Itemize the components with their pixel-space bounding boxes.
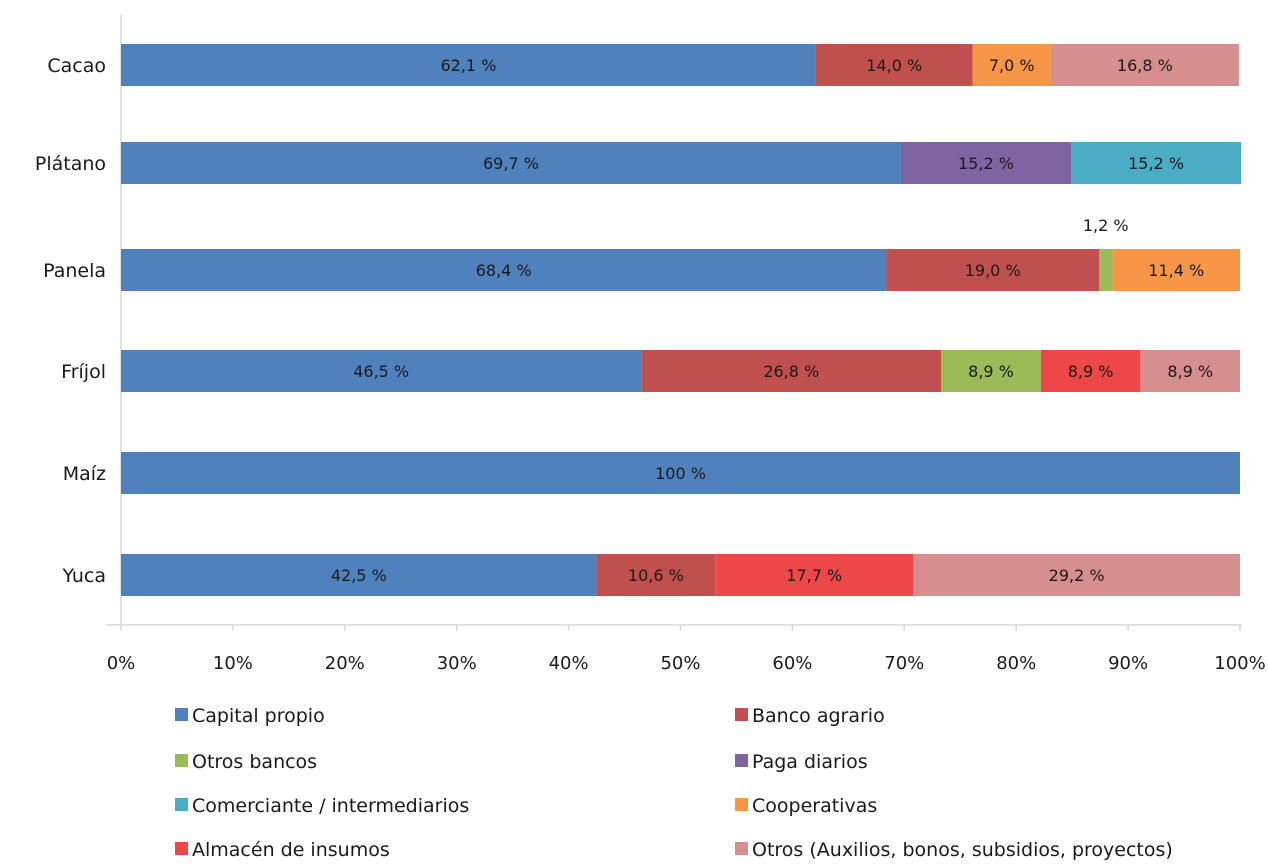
bar-segment [1040,350,1141,392]
bar-segment [121,350,642,392]
x-tick-label: 40% [549,653,589,674]
data-label: 14,0 % [866,56,922,75]
category-label: Plátano [35,153,106,175]
chart-axes: 0% 10% 20% 30% 40% 50% 60% 70% 80% 90% 100% Cacao Pl… [35,15,1266,674]
bar-segment [596,554,716,596]
data-label: 16,8 % [1117,56,1173,75]
data-label: 8,9 % [1068,362,1114,381]
x-tick-label: 100% [1214,653,1265,674]
bar-segment [1050,44,1239,86]
data-label: 7,0 % [989,56,1035,75]
legend-swatch [175,842,188,855]
chart-legend: Capital propio Banco agrario Otros bancos P… [175,705,1173,861]
data-label: 8,9 % [968,362,1014,381]
data-label: 69,7 % [483,154,539,173]
legend-label: Otros (Auxilios, bonos, subsidios, proye… [752,839,1173,861]
bar-segment [815,44,973,86]
legend-swatch [175,754,188,767]
data-label: 15,2 % [1128,154,1184,173]
data-label: 1,2 % [1083,216,1129,235]
data-label: 10,6 % [628,566,684,585]
legend-label: Banco agrario [752,705,885,727]
category-label: Fríjol [61,361,106,383]
legend-label: Comerciante / intermediarios [192,795,469,817]
bar-segment [1140,350,1240,392]
data-label: 17,7 % [786,566,842,585]
bar-segment [641,350,942,392]
legend-label: Otros bancos [192,751,317,773]
chart-data-labels: 62,1 % 14,0 % 7,0 % 16,8 % 69,7 % 15,2 % 15,2 … [331,56,1213,585]
bar-segment [121,452,1240,494]
bar-segment [886,249,1100,291]
data-label: 29,2 % [1049,566,1105,585]
legend-label: Almacén de insumos [192,839,390,861]
x-tick-label: 50% [660,653,700,674]
bar-segment [1099,249,1113,291]
data-label: 42,5 % [331,566,387,585]
x-tick-label: 60% [772,653,812,674]
bar-segment [1071,142,1242,184]
legend-swatch [735,842,748,855]
data-label: 62,1 % [440,56,496,75]
legend-label: Paga diarios [752,751,868,773]
bar-segment [913,554,1240,596]
bar-segment [121,554,597,596]
legend-swatch [735,708,748,721]
x-tick-label: 10% [213,653,253,674]
bar-segment [941,350,1041,392]
legend-label: Cooperativas [752,795,877,817]
x-tick-label: 70% [884,653,924,674]
legend-swatch [735,754,748,767]
x-tick-label: 0% [107,653,136,674]
data-label: 100 % [655,464,706,483]
legend-swatch [175,708,188,721]
data-label: 19,0 % [965,261,1021,280]
data-label: 46,5 % [353,362,409,381]
category-label: Cacao [47,55,106,77]
data-label: 8,9 % [1167,362,1213,381]
legend-swatch [175,798,188,811]
bar-segment [900,142,1072,184]
x-tick-label: 90% [1108,653,1148,674]
legend-swatch [735,798,748,811]
bar-segment [715,554,914,596]
bar-segment [121,142,901,184]
category-label: Panela [43,260,106,282]
x-tick-label: 30% [437,653,477,674]
data-label: 11,4 % [1148,261,1204,280]
x-tick-label: 80% [996,653,1036,674]
category-label: Yuca [61,565,106,587]
data-label: 68,4 % [476,261,532,280]
x-tick-label: 20% [325,653,365,674]
data-label: 15,2 % [958,154,1014,173]
data-label: 26,8 % [763,362,819,381]
bar-segment [1112,249,1240,291]
chart-bars [121,44,1242,596]
bar-segment [972,44,1051,86]
legend-label: Capital propio [192,705,325,727]
bar-segment [121,249,887,291]
category-label: Maíz [63,463,106,485]
bar-segment [121,44,816,86]
